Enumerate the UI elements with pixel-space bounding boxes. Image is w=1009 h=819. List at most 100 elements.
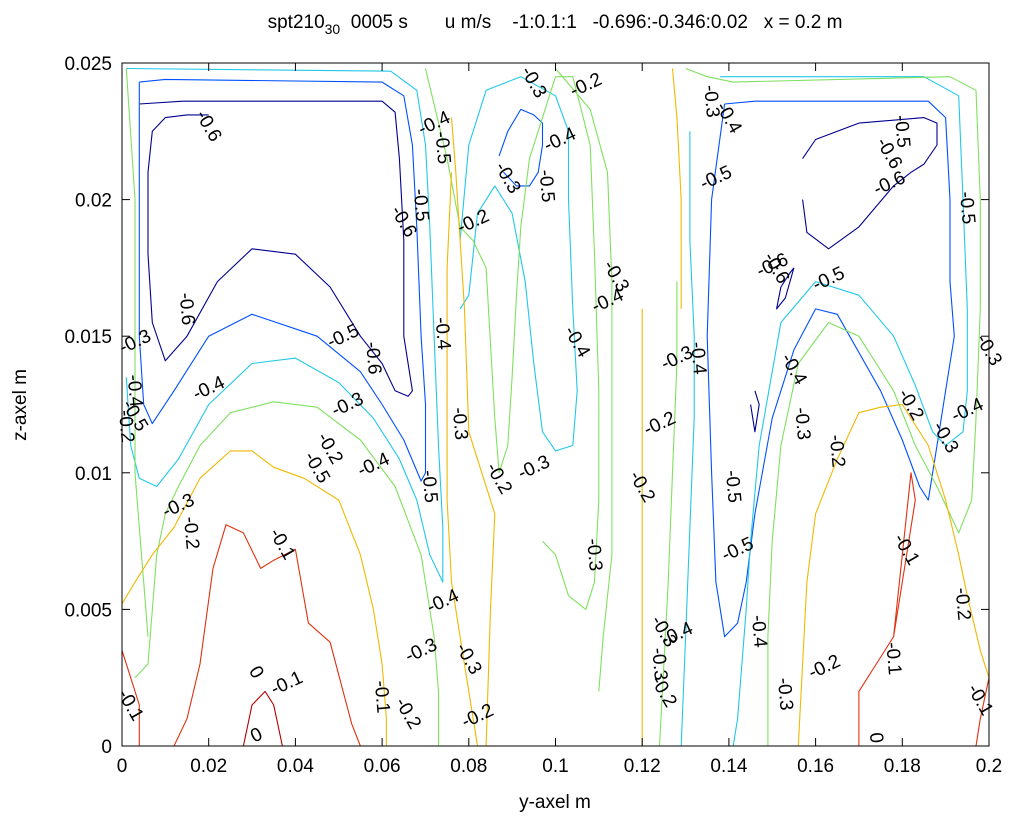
contour-label: -0.2 — [805, 651, 844, 684]
contour-lines — [121, 67, 990, 747]
contour-line-level-neg0.3-17 — [658, 281, 678, 747]
contour-label: -0.5 — [890, 114, 914, 148]
contour-label: -0.2 — [179, 516, 203, 550]
contour-line-level-neg0.5-9 — [498, 108, 544, 187]
x-tick-label: 0.12 — [624, 756, 661, 777]
contour-line-level-neg0.4-10 — [459, 76, 578, 452]
contour-line-level-neg0.1-7 — [121, 650, 140, 746]
x-tick-label: 0.02 — [190, 756, 227, 777]
x-axis-label: y-axel m — [519, 792, 591, 813]
contour-label: -0.4 — [776, 350, 811, 389]
contour-line-level-neg0.6-0 — [139, 100, 413, 397]
contour-label: -0.1 — [268, 667, 307, 700]
contour-label: -0.5 — [721, 469, 745, 503]
contour-line-level-neg0.3-15 — [555, 68, 613, 692]
contour-label: -0.2 — [640, 408, 679, 441]
contour-label: -0.2 — [454, 205, 493, 238]
contour-line-level-neg0.6-28 — [750, 390, 760, 433]
contour-line-level-neg0.6-27 — [802, 117, 938, 250]
contour-line-level-neg0.1-25 — [975, 677, 990, 747]
title-main: spt210 — [268, 12, 325, 33]
contour-label: -0.3 — [582, 538, 606, 572]
contour-label: -0.6 — [175, 292, 199, 326]
contour-label: -0.5 — [955, 191, 979, 225]
contour-line-level-neg0.3-21 — [685, 67, 981, 746]
y-tick-label: 0.01 — [75, 464, 112, 485]
contour-label: -0.4 — [123, 374, 147, 409]
contour-label: -0.2 — [114, 409, 138, 443]
contour-label: -0.3 — [516, 63, 551, 102]
contour-label: -0.5 — [409, 188, 433, 222]
contour-label: 0 — [244, 663, 267, 683]
contour-line-level-neg0.2-14 — [446, 172, 479, 747]
contour-line-level-neg0.2-23 — [797, 403, 990, 747]
contour-label: -0.2 — [951, 587, 975, 621]
x-tick-label: 0.2 — [976, 756, 1002, 777]
contour-label: -0.4 — [948, 394, 987, 427]
contour-label: -0.5 — [430, 131, 454, 165]
contour-label: -0.2 — [390, 694, 425, 733]
contour-label: -0.3 — [790, 406, 814, 440]
contour-label: -0.4 — [430, 316, 454, 351]
contour-label: -0.2 — [567, 69, 606, 102]
contour-line-level-neg0.5-19 — [706, 100, 955, 638]
contour-line-level-neg0.3-11 — [424, 68, 600, 610]
y-axis: 0 0.005 0.01 0.015 0.02 0.025 — [64, 54, 989, 758]
y-tick-label: 0.015 — [64, 327, 112, 348]
y-tick-label: 0.005 — [64, 600, 112, 621]
x-tick-label: 0.16 — [797, 756, 834, 777]
contour-label: -0.3 — [328, 389, 367, 422]
contour-label: -0.4 — [686, 341, 710, 376]
contour-line-level-neg0.1-24 — [858, 472, 916, 746]
x-tick-label: 0.1 — [542, 756, 568, 777]
contour-label: -0.2 — [458, 700, 497, 733]
contour-labels: -0.3 -0.2 -0.3-0.4-0.4-0.5-0.6 -0.4 -0.5-0.6… — [113, 63, 1006, 747]
chart-title: spt21030 0005 s u m/s -1:0.1:1 -0.696:-0… — [268, 12, 843, 37]
x-tick-label: 0.06 — [364, 756, 401, 777]
x-tick-label: 0.14 — [710, 756, 747, 777]
contour-line-level-neg0.4-20 — [720, 76, 968, 747]
contour-label: -0.1 — [963, 680, 998, 719]
contour-label: -0.1 — [113, 686, 148, 725]
contour-label: -0.3 — [451, 639, 486, 678]
contour-label: -0.3 — [448, 406, 472, 440]
contour-label: -0.3 — [773, 677, 797, 711]
x-tick-label: 0.18 — [884, 756, 921, 777]
contour-label: -0.4 — [747, 614, 771, 649]
contour-line-level-neg0.4-18 — [680, 131, 695, 747]
contour-label: -0.5 — [324, 320, 363, 353]
contour-line-level-neg0.5-1 — [138, 78, 427, 482]
x-axis: 0 0.02 0.04 0.06 0.08 0.1 0.12 0.14 0.16 0.18 0.2 — [117, 63, 1002, 777]
contour-label: -0.3 — [699, 84, 723, 118]
contour-label: -0.4 — [190, 372, 229, 405]
x-tick-label: 0 — [117, 756, 128, 777]
y-tick-label: 0.02 — [75, 191, 112, 212]
title-subscript: 30 — [325, 21, 341, 37]
contour-label: -0.5 — [810, 263, 849, 296]
contour-line-level-neg0.2-22 — [671, 68, 682, 309]
contour-label: -0.6 — [361, 341, 385, 375]
contour-label: 0 — [865, 732, 887, 744]
contour-label: -0.3 — [647, 647, 671, 681]
contour-line-level-neg0.3-3 — [134, 401, 440, 746]
x-tick-label: 0.04 — [277, 756, 314, 777]
contour-label: -0.1 — [265, 525, 300, 564]
contour-label: -0.6 — [191, 107, 226, 146]
y-tick-label: 0 — [101, 737, 112, 758]
contour-label: 0 — [247, 724, 265, 748]
contour-label: -0.3 — [490, 159, 525, 198]
contour-label: -0.1 — [889, 530, 924, 569]
contour-line-level-0-8 — [242, 690, 283, 747]
contour-line-level-neg0.4-2 — [125, 67, 444, 583]
contour-label: -0.5 — [417, 469, 441, 503]
contour-label: -0.1 — [370, 680, 394, 714]
x-tick-label: 0.08 — [450, 756, 487, 777]
contour-label: -0.3 — [515, 451, 554, 484]
contour-label: -0.1 — [881, 641, 905, 675]
contour-label: -0.2 — [893, 385, 928, 424]
contour-label: -0.2 — [624, 467, 659, 506]
contour-line-level-neg0.2-5 — [121, 450, 387, 746]
title-rest: 0005 s u m/s -1:0.1:1 -0.696:-0.346:0.02… — [340, 12, 842, 33]
contour-line-level-neg0.2-13 — [450, 117, 496, 747]
